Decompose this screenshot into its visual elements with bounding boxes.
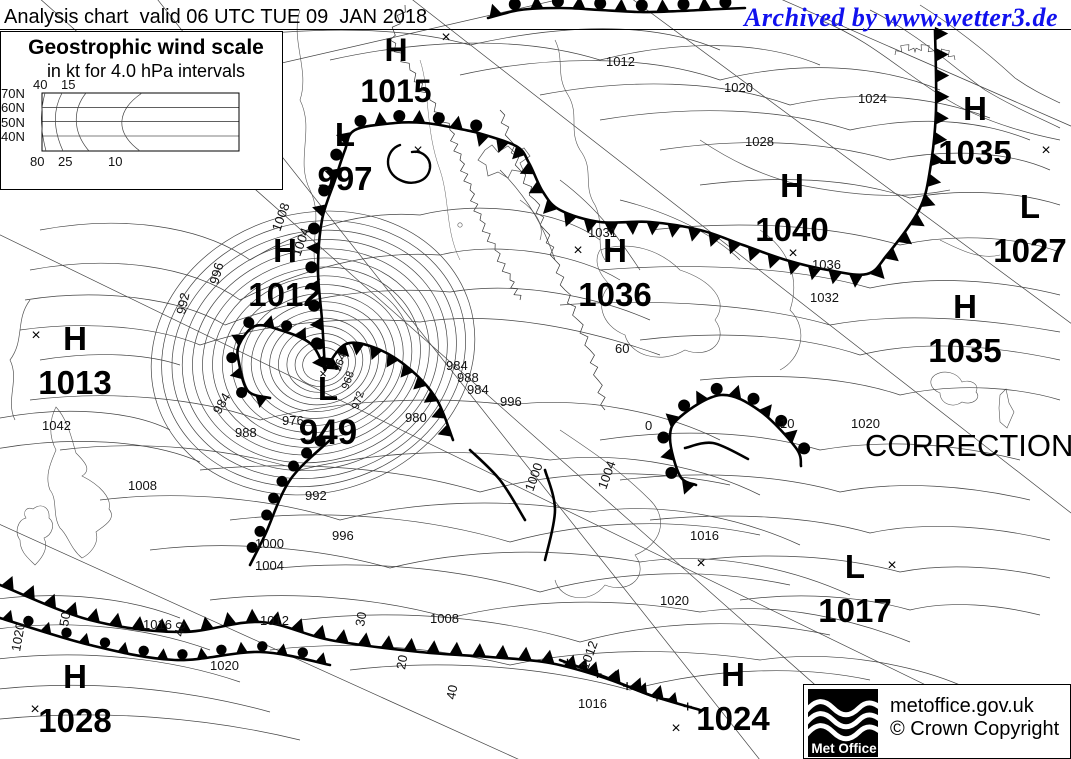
svg-text:H: H [63, 658, 87, 695]
svg-text:1004: 1004 [255, 558, 284, 573]
svg-text:×: × [887, 557, 896, 574]
svg-text:1012: 1012 [606, 54, 635, 69]
svg-text:1020: 1020 [660, 593, 689, 608]
svg-text:992: 992 [305, 488, 327, 503]
svg-text:1024: 1024 [696, 700, 770, 737]
svg-text:L: L [845, 548, 865, 585]
svg-text:80: 80 [30, 154, 44, 169]
svg-text:949: 949 [299, 413, 357, 452]
svg-text:1042: 1042 [42, 418, 71, 433]
svg-text:60N: 60N [1, 100, 25, 115]
svg-text:1015: 1015 [360, 73, 431, 109]
svg-text:1000: 1000 [255, 536, 284, 551]
svg-text:H: H [384, 32, 407, 68]
svg-text:1016: 1016 [690, 528, 719, 543]
svg-text:×: × [319, 366, 327, 381]
svg-text:10: 10 [780, 416, 794, 431]
svg-text:20: 20 [393, 654, 410, 671]
svg-text:L: L [335, 116, 355, 153]
svg-text:×: × [441, 29, 450, 46]
svg-text:1008: 1008 [430, 611, 459, 626]
svg-text:1016: 1016 [143, 617, 172, 632]
svg-text:1012: 1012 [260, 613, 289, 628]
svg-text:50N: 50N [1, 115, 25, 130]
svg-text:H: H [780, 167, 804, 204]
svg-text:1040: 1040 [755, 211, 828, 248]
svg-text:×: × [696, 555, 705, 572]
svg-text:×: × [1041, 142, 1050, 159]
svg-text:997: 997 [317, 160, 372, 197]
svg-text:1013: 1013 [38, 364, 111, 401]
svg-text:50: 50 [56, 611, 73, 628]
svg-text:CORRECTION: CORRECTION [865, 428, 1071, 463]
svg-text:976: 976 [282, 413, 304, 428]
svg-text:1035: 1035 [938, 134, 1011, 171]
svg-text:×: × [413, 142, 422, 159]
svg-text:40: 40 [443, 684, 460, 701]
svg-text:1016: 1016 [578, 696, 607, 711]
svg-text:1020: 1020 [851, 416, 880, 431]
svg-text:996: 996 [500, 394, 522, 409]
svg-text:×: × [788, 245, 797, 262]
svg-text:1024: 1024 [858, 91, 887, 106]
svg-text:1035: 1035 [928, 332, 1001, 369]
svg-text:996: 996 [332, 528, 354, 543]
svg-text:40N: 40N [1, 129, 25, 144]
svg-text:H: H [721, 656, 745, 693]
svg-text:H: H [963, 90, 987, 127]
svg-text:1027: 1027 [993, 232, 1066, 269]
svg-text:1031: 1031 [588, 225, 617, 240]
svg-text:10: 10 [108, 154, 122, 169]
svg-text:1032: 1032 [810, 290, 839, 305]
svg-text:60: 60 [615, 341, 629, 356]
svg-text:Met Office: Met Office [811, 741, 877, 756]
svg-text:15: 15 [61, 77, 75, 92]
svg-text:1008: 1008 [128, 478, 157, 493]
svg-text:×: × [31, 327, 40, 344]
svg-text:×: × [671, 720, 680, 737]
svg-text:H: H [953, 288, 977, 325]
svg-text:1017: 1017 [818, 592, 891, 629]
svg-text:984: 984 [467, 382, 489, 397]
svg-text:1028: 1028 [38, 702, 111, 739]
svg-text:1028: 1028 [745, 134, 774, 149]
svg-text:40: 40 [33, 77, 47, 92]
svg-text:L: L [1020, 188, 1040, 225]
svg-text:40: 40 [171, 621, 188, 638]
svg-text:1036: 1036 [812, 257, 841, 272]
svg-text:1012: 1012 [248, 276, 321, 313]
svg-text:25: 25 [58, 154, 72, 169]
svg-text:1020: 1020 [724, 80, 753, 95]
svg-text:×: × [573, 242, 582, 259]
svg-text:70N: 70N [1, 86, 25, 101]
svg-text:1020: 1020 [210, 658, 239, 673]
svg-text:1036: 1036 [578, 276, 651, 313]
svg-text:988: 988 [235, 425, 257, 440]
svg-text:30: 30 [352, 611, 369, 628]
svg-text:H: H [63, 320, 87, 357]
svg-text:×: × [30, 701, 39, 718]
svg-text:980: 980 [405, 410, 427, 425]
svg-text:0: 0 [645, 418, 652, 433]
